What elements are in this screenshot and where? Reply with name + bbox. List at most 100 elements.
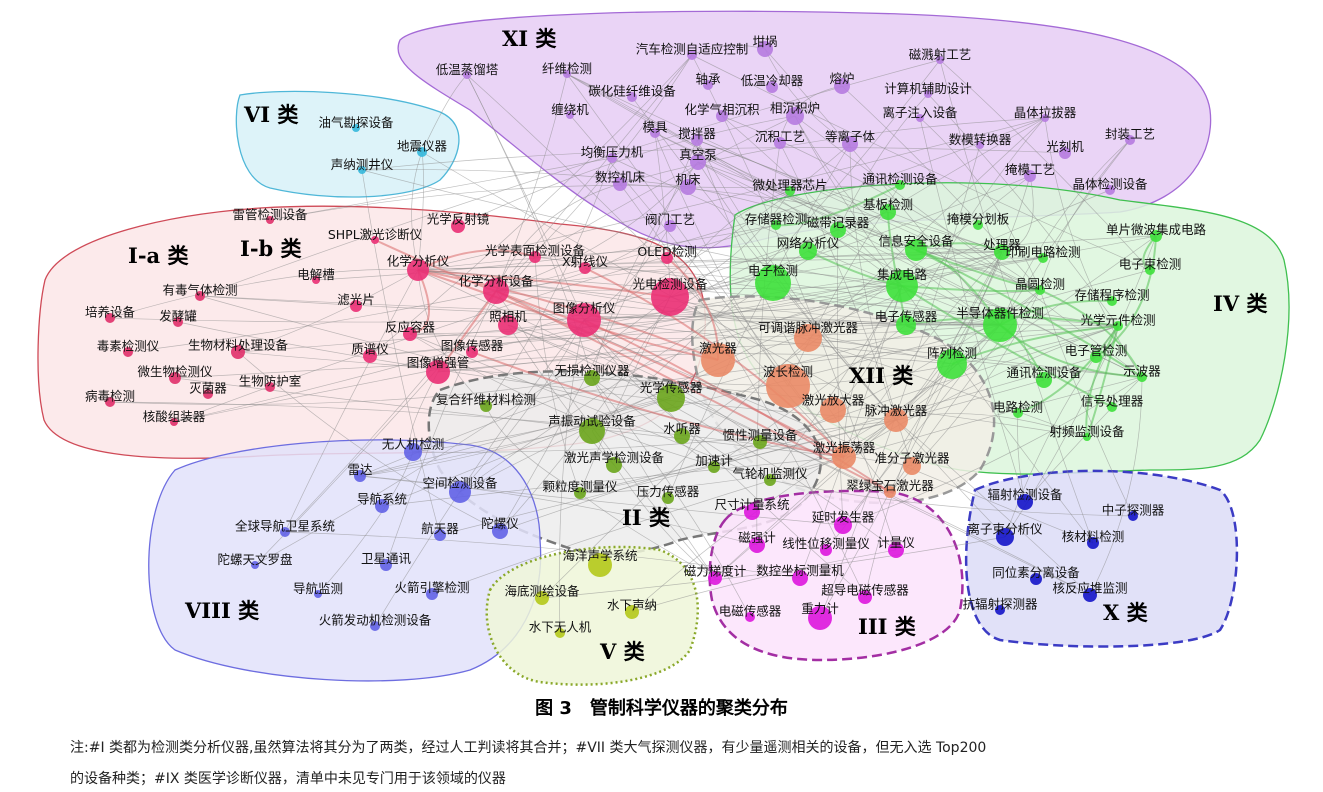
node-131: 中子探测器 [1102, 503, 1165, 521]
node-dot [449, 481, 471, 503]
network-edge [284, 269, 419, 533]
node-label: 低温蒸馏塔 [436, 62, 499, 77]
node-label: 导航系统 [357, 492, 407, 507]
node-label: 数控机床 [595, 170, 646, 185]
node-label: 空间检测设备 [422, 476, 498, 491]
network-edge [1001, 175, 1034, 253]
node-dot [884, 486, 896, 498]
node-57: 图像传感器 [441, 338, 504, 358]
node-label: 数模转换器 [949, 132, 1012, 147]
cluster-label-iv: IV 类 [1213, 291, 1268, 316]
node-label: 存储程序检测 [1074, 288, 1149, 303]
network-edge [495, 54, 693, 292]
node-129: 重力计 [801, 601, 839, 630]
node-dot [314, 590, 322, 598]
node-label: 水听器 [663, 421, 701, 436]
node-45: 化学分析仪 [387, 254, 450, 281]
network-edge [669, 190, 791, 298]
node-81: 通讯检测设备 [1006, 365, 1082, 388]
node-label: 低温冷却器 [741, 73, 804, 88]
node-82: 电路检测 [993, 400, 1043, 418]
node-label: 雷达 [347, 462, 373, 477]
network-edge [199, 295, 1001, 326]
node-label: 磁强计 [738, 530, 776, 545]
node-dot [625, 605, 639, 619]
node-dot [350, 300, 362, 312]
node-12: 相沉积炉 [770, 101, 820, 125]
node-label: 真空泵 [679, 147, 717, 162]
node-label: 油气勘探设备 [318, 115, 394, 130]
node-dot [579, 262, 591, 274]
node-35: 发酵罐 [159, 309, 197, 327]
node-label: 辐射检测设备 [987, 487, 1063, 502]
node-136: 抗辐射探测器 [962, 597, 1038, 615]
node-label: 加速计 [695, 453, 733, 468]
node-2: 汽车检测自适应控制 [636, 42, 749, 60]
network-edge [177, 321, 897, 421]
network-edge [381, 456, 845, 507]
node-dot [834, 78, 850, 94]
node-dot [936, 56, 944, 64]
node-108: 全球导航卫星系统 [235, 519, 335, 537]
node-17: 沉积工艺 [755, 129, 805, 149]
node-dot [1041, 114, 1049, 122]
node-62: 磁带记录器 [807, 215, 870, 238]
network-edge [895, 251, 1003, 421]
network-edge [905, 117, 1046, 326]
node-1: 纤维检测 [542, 61, 592, 78]
node-dot [105, 397, 115, 407]
network-edge [756, 142, 781, 546]
node-dot [563, 70, 571, 78]
node-dot [749, 537, 765, 553]
node-dot [996, 528, 1014, 546]
node-label: 陀螺仪 [481, 516, 519, 531]
network-edge [412, 419, 897, 453]
node-label: 图像传感器 [441, 338, 504, 353]
node-11: 化学气相沉积 [684, 102, 760, 122]
node-label: 印刷电路检测 [1005, 245, 1080, 260]
node-dot [830, 222, 846, 238]
node-label: 掩模工艺 [1005, 162, 1055, 177]
node-label: 通讯检测设备 [862, 172, 938, 187]
node-label: 计量仪 [877, 535, 915, 550]
node-61: 存储器检测 [745, 212, 807, 230]
node-dot [703, 80, 713, 90]
node-74: 存储程序检测 [1074, 288, 1150, 306]
network-edge [591, 430, 716, 579]
node-label: 磁带记录器 [807, 215, 870, 230]
node-dot [231, 345, 245, 359]
node-label: 卫星通讯 [361, 551, 412, 566]
network-edge [109, 377, 593, 405]
node-dot [657, 384, 685, 412]
node-101: 气轮机监测仪 [732, 466, 808, 486]
node-dot [884, 408, 908, 432]
network-edge [495, 54, 693, 292]
network-edge [269, 185, 689, 221]
network-edge [284, 531, 801, 579]
node-96: 声振动试验设备 [548, 414, 636, 444]
node-label: 碳化硅纤维设备 [588, 84, 676, 99]
node-label: 汽车检测自适应控制 [636, 42, 749, 57]
node-dot [403, 327, 417, 341]
cluster-region-vi [235, 90, 460, 198]
node-10: 缠绕机 [551, 102, 589, 119]
node-dot [463, 71, 471, 79]
network-edge [369, 54, 693, 357]
node-dot [834, 516, 852, 534]
network-edge [619, 183, 866, 598]
node-27: 晶体检测设备 [1072, 177, 1148, 195]
cluster-label-ia: I-a 类 [128, 243, 189, 268]
network-edge [842, 376, 1143, 526]
network-edge [411, 151, 423, 271]
node-22: 真空泵 [679, 147, 717, 170]
network-edge [939, 59, 1151, 271]
node-dot [757, 41, 773, 57]
node-label: 相沉积炉 [770, 101, 820, 116]
network-edge [459, 189, 1111, 493]
node-dot [1038, 253, 1048, 263]
node-dot [820, 544, 832, 556]
node-label: 集成电路 [877, 267, 928, 282]
node-label: 水下声纳 [607, 598, 657, 613]
node-5: 轴承 [695, 72, 721, 90]
cluster-region-iii [708, 489, 964, 662]
